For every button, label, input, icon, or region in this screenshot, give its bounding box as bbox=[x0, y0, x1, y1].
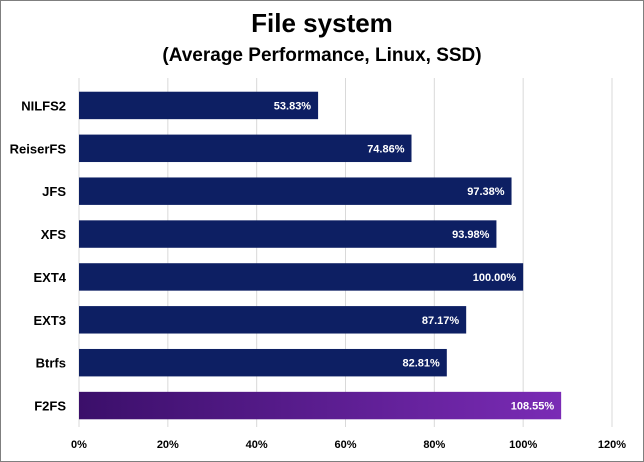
bar bbox=[79, 263, 524, 291]
category-label: JFS bbox=[42, 184, 66, 199]
bar bbox=[79, 391, 562, 420]
data-labels: 53.83% 74.86% 97.38% 93.98% 100.00% 87.17% 82.… bbox=[274, 100, 555, 412]
x-tick-label: 120% bbox=[598, 439, 626, 451]
bar bbox=[79, 348, 447, 377]
x-tick-label: 40% bbox=[246, 439, 268, 451]
data-label: 87.17% bbox=[422, 315, 460, 327]
x-tick-label: 80% bbox=[423, 439, 445, 451]
bar bbox=[79, 134, 412, 163]
bars bbox=[79, 91, 562, 420]
x-tick-label: 60% bbox=[334, 439, 356, 451]
data-label: 100.00% bbox=[473, 272, 517, 284]
x-tick-label: 0% bbox=[71, 439, 87, 451]
x-tick-label: 100% bbox=[509, 439, 537, 451]
category-label: EXT4 bbox=[33, 270, 66, 285]
category-label: EXT3 bbox=[33, 313, 66, 328]
category-label: XFS bbox=[41, 227, 67, 242]
bar bbox=[79, 220, 497, 248]
data-label: 82.81% bbox=[403, 358, 441, 370]
data-label: 108.55% bbox=[511, 401, 555, 413]
data-label: 74.86% bbox=[367, 143, 405, 155]
bar bbox=[79, 91, 319, 120]
chart-title: File system bbox=[251, 8, 393, 38]
category-label: F2FS bbox=[34, 399, 66, 414]
chart-subtitle: (Average Performance, Linux, SSD) bbox=[162, 45, 482, 66]
x-axis-tick-labels: 0% 20% 40% 60% 80% 100% 120% bbox=[71, 439, 626, 451]
bar bbox=[79, 306, 467, 334]
category-label: ReiserFS bbox=[10, 141, 67, 156]
data-label: 93.98% bbox=[452, 229, 490, 241]
category-label: Btrfs bbox=[36, 356, 66, 371]
bar bbox=[79, 177, 512, 205]
data-label: 97.38% bbox=[467, 186, 505, 198]
data-label: 53.83% bbox=[274, 100, 312, 112]
category-labels: NILFS2 ReiserFS JFS XFS EXT4 EXT3 Btrfs F2FS bbox=[10, 98, 67, 413]
category-label: NILFS2 bbox=[21, 98, 66, 113]
x-tick-label: 20% bbox=[157, 439, 179, 451]
